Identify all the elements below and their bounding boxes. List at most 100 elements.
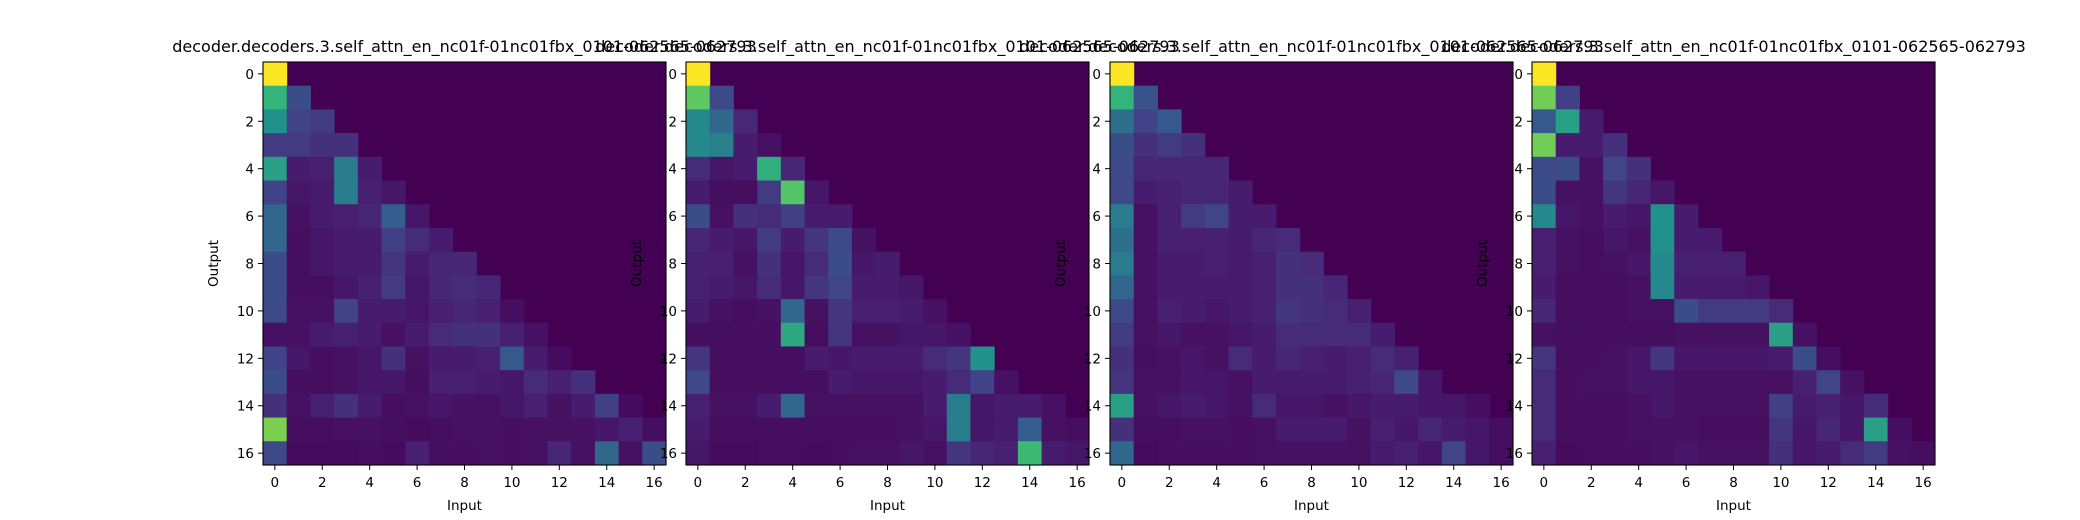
heatmap-cell: [334, 346, 359, 371]
heatmap-panel-1: 0 0 2 2 4 4 6 6 8 8 10 10 12 12 14 14 16 16 Input Output dec…: [172, 37, 757, 514]
heatmap-cell: [1157, 322, 1182, 347]
heatmap-cell: [571, 417, 596, 442]
heatmap-cell: [1323, 417, 1348, 442]
heatmap-cell: [263, 346, 288, 371]
heatmap-cell: [1017, 441, 1043, 466]
heatmap-cell: [1674, 204, 1699, 229]
heatmap-cell: [286, 251, 311, 276]
heatmap-cell: [1579, 133, 1604, 158]
heatmap-cell: [428, 251, 454, 276]
heatmap-cell: [1887, 441, 1912, 466]
x-tick-label: 10: [503, 475, 520, 491]
heatmap-cell: [1626, 417, 1652, 442]
heatmap-cell: [1110, 393, 1135, 419]
heatmap-cell: [547, 393, 572, 419]
heatmap-cell: [310, 393, 335, 419]
heatmap-cell: [452, 346, 477, 371]
heatmap-cell: [1275, 227, 1301, 253]
heatmap-cell: [1041, 441, 1066, 466]
heatmap-cell: [946, 393, 971, 419]
heatmap-cell: [1323, 393, 1348, 419]
heatmap-cell: [1626, 299, 1652, 324]
heatmap-cell: [1323, 370, 1348, 395]
heatmap-cell: [757, 180, 782, 205]
heatmap-cell: [334, 180, 359, 205]
heatmap-cell: [1228, 227, 1253, 253]
heatmap-cell: [804, 370, 829, 395]
heatmap-cell: [686, 133, 711, 158]
heatmap-cell: [286, 109, 311, 134]
y-tick-label: 8: [668, 257, 677, 273]
x-tick-label: 6: [413, 475, 422, 491]
heatmap-cell: [757, 322, 782, 347]
heatmap-cell: [334, 393, 359, 419]
x-tick-label: 6: [836, 475, 845, 491]
heatmap-cell: [1370, 370, 1395, 395]
heatmap-cell: [1228, 275, 1253, 300]
heatmap-cell: [994, 393, 1019, 419]
heatmap-cell: [1674, 299, 1699, 324]
heatmap-cell: [1792, 346, 1817, 371]
x-tick-label: 14: [1867, 475, 1884, 491]
heatmap-cell: [946, 346, 971, 371]
heatmap-cell: [1626, 156, 1652, 182]
heatmap-cell: [1697, 275, 1723, 300]
y-tick-label: 4: [1514, 162, 1523, 178]
heatmap-cell: [1603, 227, 1628, 253]
x-axis-label: Input: [1294, 498, 1329, 514]
heatmap-panel-4: 0 0 2 2 4 4 6 6 8 8 10 10 12 12 14 14 16 16 Input Output dec…: [1441, 37, 2026, 514]
x-axis-label: Input: [870, 498, 905, 514]
heatmap-cell: [970, 346, 995, 371]
heatmap-cell: [334, 227, 359, 253]
heatmap-cell: [1347, 299, 1372, 324]
heatmap-cell: [1555, 156, 1580, 182]
heatmap-cell: [1370, 417, 1395, 442]
heatmap-cell: [310, 275, 335, 300]
heatmap-cell: [1840, 393, 1865, 419]
x-tick-label: 12: [551, 475, 568, 491]
heatmap-cell: [1532, 62, 1557, 87]
heatmap-cell: [1133, 251, 1158, 276]
heatmap-cell: [804, 251, 829, 276]
heatmap-cell: [757, 417, 782, 442]
heatmap-cell: [357, 299, 383, 324]
heatmap-cell: [1603, 156, 1628, 182]
heatmap-cell: [923, 370, 948, 395]
panel-title: decoder.decoders.3.self_attn_en_nc01f-01…: [1441, 37, 2026, 57]
heatmap-cell: [523, 370, 548, 395]
heatmap-cell: [263, 109, 288, 134]
heatmap-cell: [899, 393, 924, 419]
heatmap-cell: [1603, 417, 1628, 442]
heatmap-cell: [851, 251, 877, 276]
heatmap-cell: [1133, 322, 1158, 347]
heatmap-cell: [709, 133, 734, 158]
y-tick-label: 10: [1084, 304, 1101, 320]
heatmap-cell: [310, 370, 335, 395]
heatmap-cell: [709, 393, 734, 419]
heatmap-cell: [1204, 275, 1230, 300]
heatmap-cell: [1017, 417, 1043, 442]
heatmap-cell: [1133, 370, 1158, 395]
heatmap-cell: [381, 180, 406, 205]
heatmap-cell: [1555, 417, 1580, 442]
heatmap-cell: [946, 441, 971, 466]
heatmap-cell: [1110, 85, 1135, 110]
heatmap-cell: [1674, 322, 1699, 347]
heatmap-cell: [381, 441, 406, 466]
heatmap-cell: [1603, 441, 1628, 466]
heatmap-cell: [476, 441, 501, 466]
heatmap-cell: [1204, 441, 1230, 466]
heatmap-cell: [1370, 322, 1395, 347]
heatmap-cell: [1181, 441, 1206, 466]
heatmap-cell: [1603, 275, 1628, 300]
heatmap-cell: [1181, 227, 1206, 253]
heatmap-cell: [757, 227, 782, 253]
heatmap-cell: [994, 417, 1019, 442]
heatmap-cell: [523, 393, 548, 419]
heatmap-cell: [310, 299, 335, 324]
heatmap-cell: [733, 204, 758, 229]
y-tick-label: 10: [660, 304, 677, 320]
y-tick-label: 12: [237, 351, 254, 367]
heatmap-cell: [1626, 441, 1652, 466]
heatmap-cell: [452, 393, 477, 419]
